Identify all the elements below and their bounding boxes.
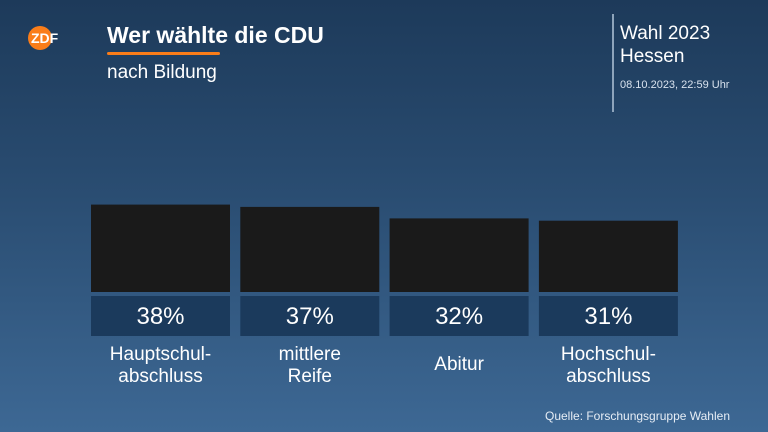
election-title: Wahl 2023 Hessen [620,22,710,68]
value-label-0: 38% [136,303,184,330]
category-label-0: Hauptschul-abschluss [110,344,211,387]
value-box-3 [538,296,678,336]
source-note: Quelle: Forschungsgruppe Wahlen [545,409,730,423]
value-box-2 [389,296,529,336]
election-region: Hessen [620,46,685,67]
title-underline [107,52,220,55]
category-label-1: mittlere Reife [279,344,341,387]
chart-title: Wer wählte die CDU [107,22,324,48]
election-name: Wahl 2023 [620,23,711,44]
value-label-1: 37% [286,303,334,330]
chart-subtitle: nach Bildung [107,62,217,83]
value-box-1 [240,296,380,336]
value-label-2: 32% [435,303,483,330]
bar-3 [538,220,678,292]
zdf-logo: ZDF [28,26,59,50]
header-divider [612,14,614,112]
value-label-3: 31% [584,303,632,330]
zdf-logo-text: ZDF [31,30,59,46]
category-label-2: Abitur [434,354,484,375]
bar-2 [389,218,529,292]
bar-1 [240,206,380,292]
bar-0 [91,204,230,292]
value-box-0 [91,296,230,336]
timestamp: 08.10.2023, 22:59 Uhr [620,79,730,91]
category-label-3: Hochschul-abschluss [561,344,656,387]
